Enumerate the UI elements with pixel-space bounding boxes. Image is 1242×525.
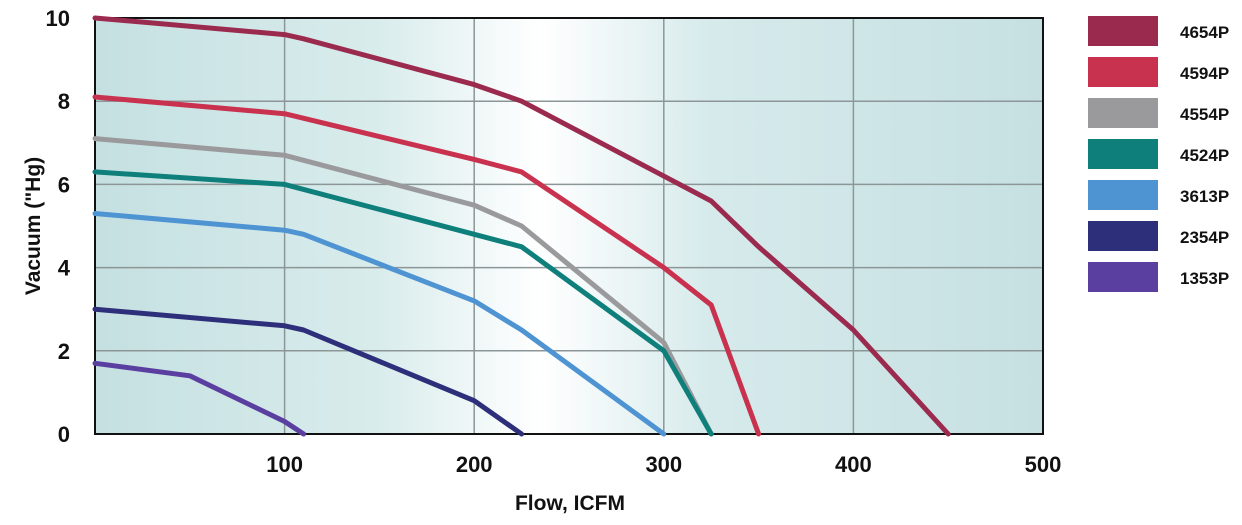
- series-line-4554P: [92, 136, 714, 437]
- x-axis-label: Flow, ICFM: [515, 492, 625, 515]
- y-tick-label: 4: [58, 256, 71, 281]
- legend-label: 4654P: [1180, 23, 1229, 42]
- y-axis-label: Vacuum ("Hg): [22, 157, 45, 295]
- y-tick-label: 8: [58, 89, 70, 114]
- tick-labels: 100 200 300 400 500 0 2 4 6 8 10: [46, 6, 1062, 477]
- y-tick-label: 10: [46, 6, 70, 31]
- x-tick-label: 100: [266, 452, 303, 477]
- series-line-4524P: [92, 169, 714, 437]
- legend-swatch: [1088, 221, 1158, 251]
- legend-swatch: [1088, 139, 1158, 169]
- x-tick-label: 400: [835, 452, 872, 477]
- legend-label: 2354P: [1180, 228, 1229, 247]
- x-tick-label: 500: [1025, 452, 1062, 477]
- x-tick-label: 300: [645, 452, 682, 477]
- legend-swatch: [1088, 57, 1158, 87]
- legend-label: 1353P: [1180, 269, 1229, 288]
- legend-swatch: [1088, 98, 1158, 128]
- legend-label: 4594P: [1180, 64, 1229, 83]
- y-tick-label: 0: [58, 422, 70, 447]
- legend-label: 4554P: [1180, 105, 1229, 124]
- series-line-4654P: [92, 15, 951, 437]
- legend-label: 4524P: [1180, 146, 1229, 165]
- legend-label: 3613P: [1180, 187, 1229, 206]
- plot-border: [94, 17, 1044, 435]
- x-tick-label: 200: [456, 452, 493, 477]
- legend-swatch: [1088, 16, 1158, 46]
- y-tick-label: 6: [58, 172, 70, 197]
- series-line-2354P: [92, 306, 525, 437]
- series-line-4594P: [92, 94, 762, 437]
- legend: 4654P 4594P 4554P 4524P 3613P 2354P 1353P: [1088, 16, 1229, 292]
- series-line-3613P: [92, 211, 667, 437]
- series-line-1353P: [92, 360, 307, 437]
- y-tick-label: 2: [58, 339, 70, 364]
- series-layer: [92, 15, 951, 437]
- legend-swatch: [1088, 180, 1158, 210]
- legend-swatch: [1088, 262, 1158, 292]
